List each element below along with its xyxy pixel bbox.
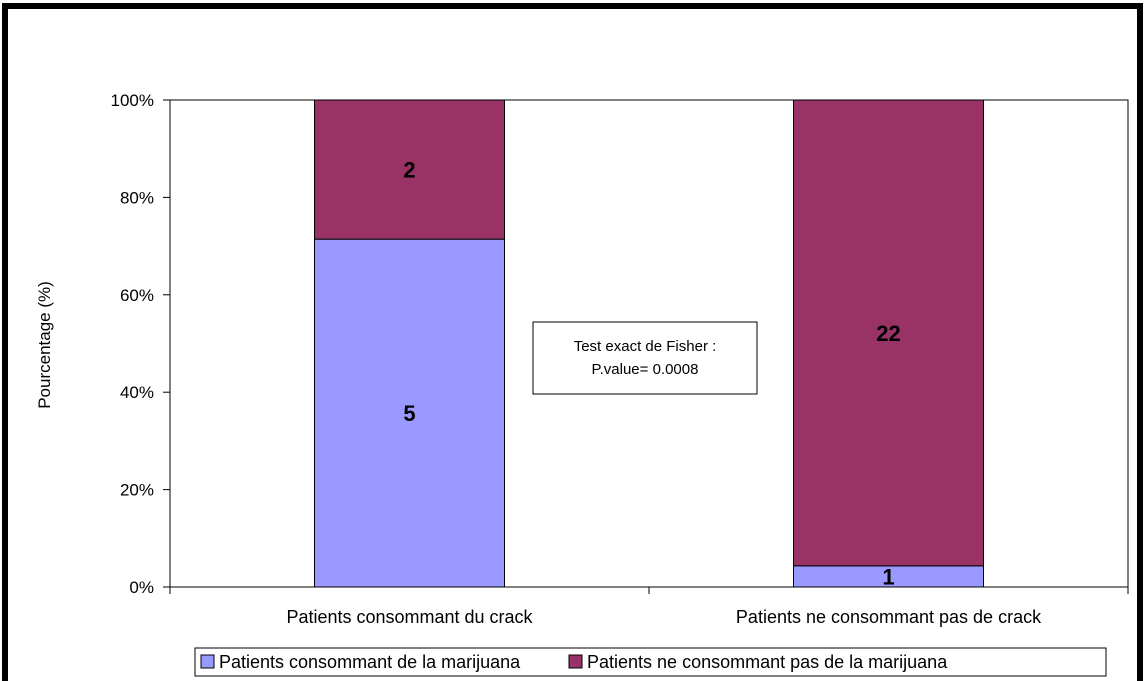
bar-segment [314,238,505,588]
data-label: 1 [882,564,894,589]
legend-frame [194,647,1107,677]
y-tick-label: 80% [120,188,154,207]
x-tick-label: Patients consommant du crack [286,607,533,627]
x-tick-label: Patients ne consommant pas de crack [736,607,1042,627]
x-axis: Patients consommant du crack Patients ne … [169,587,1129,627]
legend-swatch [568,654,583,669]
bars: 5 2 1 22 [314,99,984,589]
y-tick-label: 100% [111,91,154,110]
annotation-box: Test exact de Fisher : P.value= 0.0008 [532,321,758,395]
annotation-line-1: Test exact de Fisher : [574,338,717,355]
y-axis-label: Pourcentage (%) [35,281,54,409]
y-axis: 0% 20% 40% 60% 80% 100% [111,91,170,597]
data-label: 5 [403,401,415,426]
legend-label: Patients ne consommant pas de la marijua… [587,652,948,672]
y-tick-label: 60% [120,286,154,305]
legend-label: Patients consommant de la marijuana [219,652,521,672]
legend: Patients consommant de la marijuana Patie… [194,647,1107,677]
y-tick-label: 0% [129,578,154,597]
annotation-line-2: P.value= 0.0008 [592,361,699,378]
annotation-frame [532,321,758,395]
data-label: 2 [403,158,415,183]
bar-segment [793,99,984,567]
y-tick-label: 20% [120,481,154,500]
data-label: 22 [876,321,900,346]
y-tick-label: 40% [120,383,154,402]
legend-swatch [200,654,215,669]
chart-border [2,3,1143,681]
bar-segment [314,99,505,240]
